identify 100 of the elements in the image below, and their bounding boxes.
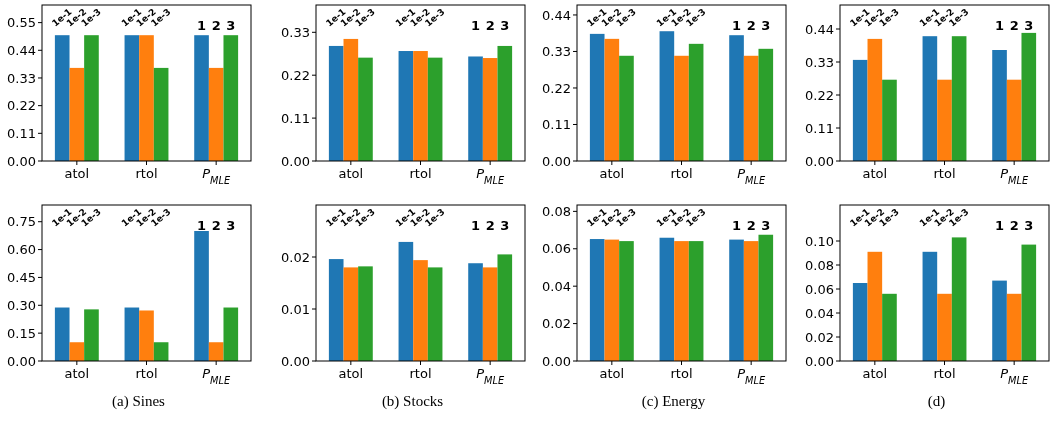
annotation: 2 — [1009, 18, 1019, 33]
y-tick-label: 0.08 — [542, 203, 571, 219]
y-tick-label: 0.10 — [805, 233, 834, 249]
y-tick-label: 0.00 — [281, 353, 310, 369]
x-tick-label: P$_{MLE}$ — [737, 166, 766, 186]
x-tick-label: P$_{MLE}$ — [737, 366, 766, 386]
y-tick-label: 0.00 — [7, 153, 36, 169]
x-tick-label: atol — [338, 166, 364, 181]
bar — [208, 342, 224, 361]
bar — [922, 251, 938, 361]
bar — [922, 36, 938, 161]
bar — [619, 55, 634, 161]
y-tick-label: 0.02 — [542, 316, 571, 332]
annotation: 2 — [211, 18, 221, 33]
bar — [69, 342, 85, 361]
y-tick-label: 0.33 — [281, 24, 310, 40]
y-tick-label: 0.44 — [805, 21, 834, 37]
x-tick-label: atol — [862, 366, 888, 381]
x-tick-label: rtol — [135, 366, 158, 381]
x-tick-label: P$_{MLE}$ — [1000, 366, 1029, 386]
y-tick-label: 0.45 — [7, 269, 36, 285]
bar — [139, 310, 154, 361]
y-tick-label: 0.11 — [7, 125, 36, 141]
y-tick-label: 0.11 — [542, 117, 571, 133]
annotation: 2 — [746, 18, 756, 33]
annotation: 2 — [746, 218, 756, 233]
y-tick-label: 0.06 — [805, 281, 834, 297]
bar — [688, 43, 704, 161]
annotation: 3 — [761, 18, 771, 33]
x-tick-label: rtol — [670, 166, 693, 181]
y-tick-label: 0.08 — [805, 257, 834, 273]
y-tick-label: 0.00 — [542, 353, 571, 369]
bar — [398, 241, 414, 361]
bar — [194, 231, 209, 361]
x-tick-label: rtol — [933, 166, 956, 181]
bar — [153, 342, 169, 361]
y-tick-label: 0.22 — [542, 80, 571, 96]
x-tick-label: atol — [599, 166, 625, 181]
annotation: 1 — [471, 18, 481, 33]
x-tick-label: atol — [64, 166, 90, 181]
bar — [992, 50, 1007, 161]
bar — [867, 251, 883, 361]
x-tick-label: atol — [599, 366, 625, 381]
bar — [223, 307, 239, 361]
x-tick-label: P$_{MLE}$ — [476, 166, 505, 186]
bar — [951, 36, 967, 161]
y-tick-label: 0.60 — [7, 242, 36, 258]
bar — [992, 280, 1007, 361]
x-axis-title: (d) — [927, 393, 946, 410]
y-tick-label: 0.33 — [7, 70, 36, 86]
annotation: 3 — [761, 218, 771, 233]
annotation: 2 — [485, 18, 495, 33]
bar — [54, 307, 70, 361]
bar — [427, 267, 443, 361]
y-tick-label: 0.01 — [281, 301, 310, 317]
annotation: 3 — [500, 18, 510, 33]
y-tick-label: 0.00 — [7, 353, 36, 369]
bar — [468, 263, 483, 361]
x-tick-label: atol — [862, 166, 888, 181]
annotation: 3 — [226, 18, 236, 33]
y-tick-label: 0.55 — [7, 15, 36, 31]
x-tick-label: rtol — [135, 166, 158, 181]
y-tick-label: 0.44 — [7, 42, 36, 58]
x-axis-title: (b) Stocks — [381, 393, 444, 410]
annotation: 2 — [1009, 218, 1019, 233]
bar — [882, 293, 897, 361]
bar — [882, 79, 897, 161]
x-tick-label: P$_{MLE}$ — [202, 366, 231, 386]
annotation: 2 — [211, 218, 221, 233]
y-tick-label: 0.22 — [281, 67, 310, 83]
x-tick-label: rtol — [933, 366, 956, 381]
bar — [1006, 79, 1022, 161]
annotation: 3 — [500, 218, 510, 233]
bar — [852, 59, 868, 161]
y-tick-label: 0.02 — [281, 249, 310, 265]
bar — [729, 35, 744, 161]
y-tick-label: 0.11 — [805, 120, 834, 136]
y-tick-label: 0.00 — [542, 153, 571, 169]
annotation: 1 — [995, 18, 1005, 33]
x-axis-title: (c) Energy — [641, 393, 706, 410]
y-tick-label: 0.06 — [542, 241, 571, 257]
annotation: 1 — [471, 218, 481, 233]
x-tick-label: atol — [338, 366, 364, 381]
bar — [589, 33, 605, 161]
annotation: 1 — [197, 218, 207, 233]
bar — [482, 267, 498, 361]
bar — [1006, 293, 1022, 361]
bar — [659, 31, 675, 161]
y-tick-label: 0.30 — [7, 297, 36, 313]
annotation: 2 — [485, 218, 495, 233]
bar — [1021, 244, 1037, 361]
y-tick-label: 0.22 — [805, 87, 834, 103]
bar — [852, 283, 868, 361]
x-tick-label: P$_{MLE}$ — [202, 166, 231, 186]
bar — [84, 309, 99, 361]
x-tick-label: atol — [64, 366, 90, 381]
annotation: 1 — [732, 218, 742, 233]
y-tick-label: 0.04 — [542, 278, 571, 294]
bar — [674, 55, 689, 161]
x-axis-title: (a) Sines — [112, 393, 166, 410]
